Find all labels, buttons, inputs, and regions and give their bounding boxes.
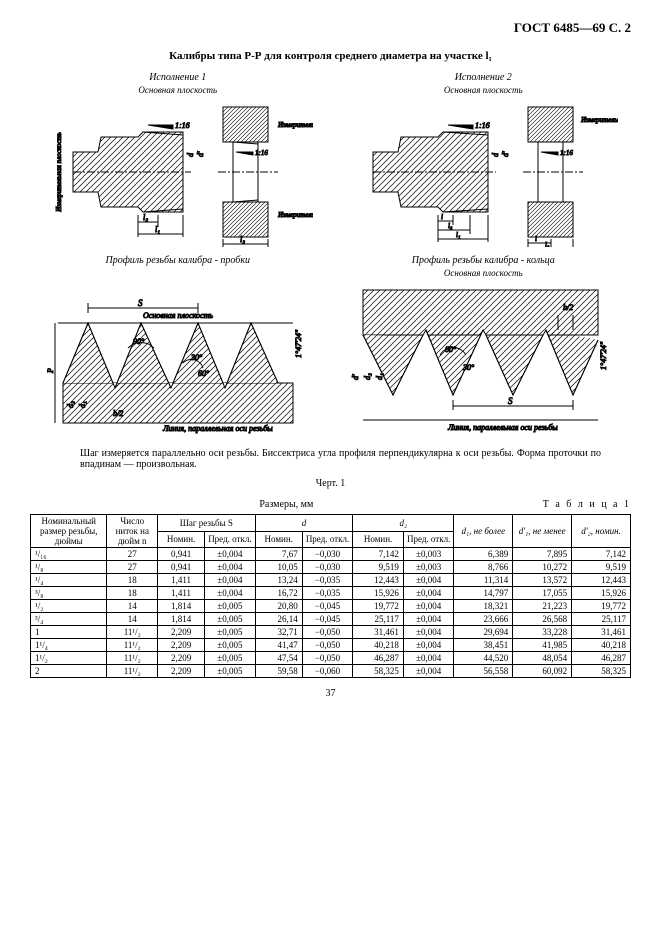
svg-text:1°47'24": 1°47'24" <box>599 341 608 370</box>
th-d-tol: Пред. откл. <box>302 531 353 548</box>
svg-text:60°: 60° <box>445 345 457 354</box>
profile-diagrams: Профиль резьбы калибра - пробки Основная… <box>30 247 631 440</box>
svg-text:S: S <box>508 396 513 406</box>
table-row: ¹/₄181,411±0,00413,24−0,03512,443±0,0041… <box>31 574 631 587</box>
svg-text:30°: 30° <box>190 353 203 362</box>
th-dp1: d'₁, не менее <box>513 515 572 548</box>
table-row: 111¹/₂2,209±0,00532,71−0,05031,461±0,004… <box>31 626 631 639</box>
th-n: Число ниток на дюйм n <box>107 515 158 548</box>
profile-ring-svg: 60° 30° S b/2 d' d₂ d₁ 1°47'24" Линия <box>348 280 618 440</box>
svg-text:Линия, параллельная оси резьбы: Линия, параллельная оси резьбы <box>162 424 273 433</box>
table-row: 211¹/₂2,209±0,00559,58−0,06058,325±0,004… <box>31 665 631 678</box>
base-plane-2: Основная плоскость <box>336 85 632 95</box>
svg-text:l: l <box>535 235 537 243</box>
svg-text:Измерительная плоскость: Измерительная плоскость <box>55 132 63 213</box>
table-row: ¹/₂141,814±0,00520,80−0,04519,772±0,0041… <box>31 600 631 613</box>
exec1-label: Исполнение 1 <box>30 72 326 83</box>
svg-text:90°: 90° <box>133 337 145 346</box>
table-row: 1¹/₄11¹/₂2,209±0,00541,47−0,05040,218±0,… <box>31 639 631 652</box>
svg-text:l₁: l₁ <box>155 225 160 234</box>
exec2-label: Исполнение 2 <box>336 72 632 83</box>
profile-plug-title: Профиль резьбы калибра - пробки <box>30 255 326 266</box>
th-d2: d₂ <box>353 515 454 532</box>
svg-text:b/2: b/2 <box>563 303 573 312</box>
svg-text:Основная плоскость: Основная плоскость <box>143 311 213 320</box>
th-d1: d₁, не более <box>454 515 513 548</box>
svg-text:P: P <box>46 368 55 374</box>
svg-text:1:16: 1:16 <box>255 149 268 157</box>
svg-text:d₂: d₂ <box>363 373 372 380</box>
table-number: Т а б л и ц а 1 <box>543 499 631 510</box>
svg-text:d': d' <box>196 151 205 157</box>
svg-text:S: S <box>138 298 143 308</box>
page-header: ГОСТ 6485—69 С. 2 <box>30 20 631 36</box>
profile-ring-title: Профиль резьбы калибра - кольца <box>336 255 632 266</box>
th-d2-tol: Пред. откл. <box>403 531 454 548</box>
th-dp2: d'₂, номин. <box>572 515 631 548</box>
svg-text:l₃: l₃ <box>448 222 453 230</box>
svg-text:1:16: 1:16 <box>560 149 573 157</box>
th-d-nom: Номин. <box>255 531 302 548</box>
figure-label: Черт. 1 <box>30 478 631 489</box>
svg-text:d₁: d₁ <box>375 373 384 380</box>
table-row: ¹/₁₆270,941±0,0047,67−0,0307,142±0,0036,… <box>31 548 631 561</box>
svg-text:l₂: l₂ <box>143 213 148 222</box>
th-s-nom: Номин. <box>158 531 205 548</box>
dimensions-label: Размеры, мм <box>30 499 543 510</box>
svg-text:60°: 60° <box>198 369 210 378</box>
figure-title: Калибры типа Р-Р для контроля среднего д… <box>30 50 631 62</box>
svg-text:l: l <box>441 213 443 221</box>
th-size: Номинальный размер резьбы, дюймы <box>31 515 107 548</box>
note-text: Шаг измеряется параллельно оси резьбы. Б… <box>80 448 601 470</box>
svg-text:l₁: l₁ <box>456 231 460 239</box>
svg-text:d₁: d₁ <box>78 401 87 408</box>
th-d2-nom: Номин. <box>353 531 404 548</box>
dimensions-table: Номинальный размер резьбы, дюймы Число н… <box>30 514 631 678</box>
svg-text:1:16: 1:16 <box>475 121 490 130</box>
table-row: ³/₈181,411±0,00416,72−0,03515,926±0,0041… <box>31 587 631 600</box>
th-s: Шаг резьбы S <box>158 515 256 532</box>
svg-text:d₂: d₂ <box>66 401 75 408</box>
top-diagrams: Исполнение 1 Основная плоскость 1: <box>30 72 631 247</box>
page-number: 37 <box>30 688 631 699</box>
svg-text:d: d <box>186 152 195 157</box>
profile-plug-svg: Основная плоскость S 90° 30° 60° P 1°47'… <box>43 268 313 438</box>
table-row: 1¹/₂11¹/₂2,209±0,00547,54−0,05046,287±0,… <box>31 652 631 665</box>
th-d: d <box>255 515 353 532</box>
svg-text:Линия, параллельная оси резьбы: Линия, параллельная оси резьбы <box>447 423 558 432</box>
th-s-tol: Пред. откл. <box>205 531 256 548</box>
svg-text:d: d <box>491 152 500 157</box>
svg-text:1:16: 1:16 <box>175 121 190 130</box>
svg-text:Измерительная плоскость: Измерительная плоскость <box>277 211 313 219</box>
diagram-exec1: 1:16 l₂ l₁ Измерительная плоскость d d' <box>43 97 313 247</box>
svg-text:Измерительные плоскости: Измерительные плоскости <box>580 116 618 124</box>
svg-text:d': d' <box>501 151 510 157</box>
base-plane-1: Основная плоскость <box>30 85 326 95</box>
svg-text:Измерительные плоскости: Измерительные плоскости <box>277 121 313 129</box>
svg-text:30°: 30° <box>462 363 475 372</box>
table-row: ¹/₈270,941±0,00410,05−0,0309,519±0,0038,… <box>31 561 631 574</box>
svg-text:d': d' <box>351 374 360 380</box>
diagram-exec2: 1:16 l l₃ l₁ d d' 1:16 <box>348 97 618 247</box>
base-plane-ring: Основная плоскость <box>336 268 632 278</box>
svg-text:b/2: b/2 <box>113 409 123 418</box>
table-row: ³/₄141,814±0,00526,14−0,04525,117±0,0042… <box>31 613 631 626</box>
svg-text:1°47'24": 1°47'24" <box>294 329 303 358</box>
svg-text:l₂: l₂ <box>240 235 245 244</box>
